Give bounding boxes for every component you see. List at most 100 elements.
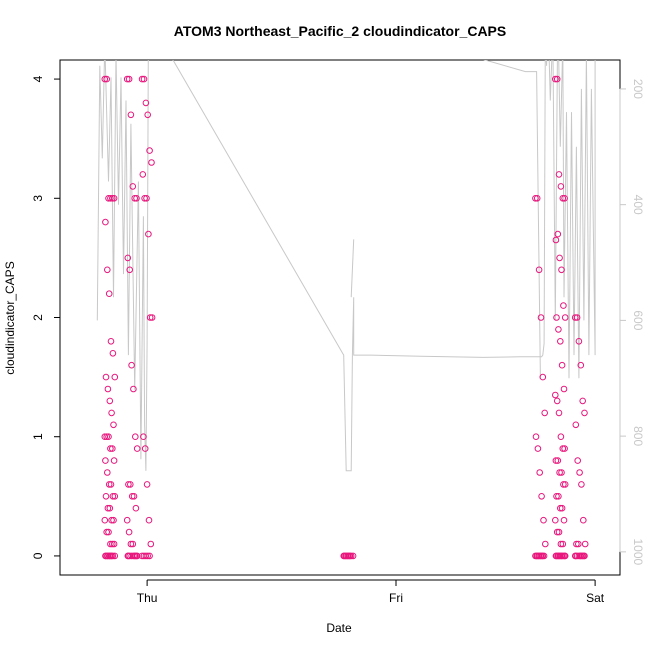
data-point: [110, 540, 118, 548]
data-point: [138, 75, 146, 83]
data-point: [142, 552, 150, 560]
data-point: [342, 552, 350, 560]
data-point: [555, 552, 562, 560]
data-point: [557, 552, 564, 560]
data-point: [575, 338, 583, 345]
data-point: [576, 469, 583, 476]
data-point: [542, 540, 549, 548]
data-point: [535, 552, 543, 560]
data-point: [106, 504, 114, 512]
data-point: [532, 195, 539, 202]
data-point: [108, 409, 115, 417]
data-point: [559, 540, 567, 548]
data-point: [128, 493, 136, 500]
data-point: [553, 75, 561, 83]
data-point: [571, 314, 579, 321]
data-point: [575, 540, 582, 548]
data-point: [532, 433, 540, 441]
data-point: [559, 445, 567, 452]
data-point: [130, 493, 138, 500]
data-point: [557, 433, 565, 441]
data-point: [561, 552, 569, 560]
data-point: [103, 433, 110, 441]
data-point: [145, 230, 152, 238]
x-axis: Thu Fri Sat: [137, 579, 605, 605]
data-point: [556, 254, 563, 262]
data-point: [110, 195, 118, 202]
x-tick-label: Thu: [137, 591, 158, 605]
data-point: [561, 481, 569, 488]
data-point: [557, 504, 564, 512]
y-tick-label: 4: [31, 75, 45, 82]
y-axis-left: 0 1 2 3 4: [31, 75, 61, 559]
series-line-segment-1: [483, 60, 541, 379]
data-point: [102, 493, 110, 500]
data-point: [555, 326, 562, 333]
data-point: [146, 147, 153, 154]
data-point: [132, 504, 140, 512]
data-point: [536, 469, 544, 476]
data-point: [102, 218, 109, 226]
data-point: [123, 516, 131, 524]
data-point: [143, 195, 150, 202]
data-point: [558, 552, 566, 560]
data-point: [552, 391, 559, 399]
data-point: [554, 457, 562, 464]
line-series: [96, 60, 596, 472]
data-point: [537, 552, 545, 560]
x-tick-label: Sat: [586, 591, 605, 605]
chart-title: ATOM3 Northeast_Pacific_2 cloudindicator…: [174, 23, 506, 39]
data-point: [145, 516, 153, 524]
data-point: [556, 469, 563, 476]
data-point: [553, 397, 561, 405]
data-point: [104, 266, 111, 274]
data-point: [581, 409, 588, 417]
data-point: [555, 171, 563, 178]
data-point: [552, 75, 559, 83]
data-point: [577, 361, 585, 369]
data-point: [537, 314, 545, 321]
data-point: [127, 481, 134, 488]
data-point: [129, 540, 137, 548]
data-point: [148, 314, 156, 321]
data-point: [557, 183, 565, 190]
data-point: [104, 552, 112, 560]
data-point: [109, 540, 116, 548]
data-point: [124, 254, 132, 262]
data-point: [552, 457, 560, 464]
data-point: [579, 397, 587, 405]
data-point: [540, 516, 547, 524]
y-tick-label: 2: [31, 314, 45, 321]
data-point: [101, 75, 109, 83]
data-point: [111, 552, 119, 560]
data-point: [146, 552, 153, 560]
data-point: [109, 445, 116, 452]
data-point: [139, 171, 147, 178]
data-point: [557, 338, 564, 345]
data-point: [111, 493, 119, 500]
data-point: [130, 552, 137, 560]
data-point: [104, 385, 112, 393]
series-line-segment-2: [350, 239, 355, 298]
y2-tick-label: 600: [631, 310, 645, 330]
data-point: [102, 373, 110, 381]
y2-tick-label: 400: [631, 195, 645, 215]
data-point: [561, 195, 568, 202]
data-point: [140, 433, 147, 441]
data-point: [111, 373, 119, 381]
data-point: [103, 528, 110, 536]
data-point: [552, 516, 559, 524]
data-point: [534, 445, 542, 452]
data-point: [107, 481, 115, 488]
data-point: [107, 338, 115, 345]
y2-tick-label: 1000: [631, 539, 645, 566]
data-point: [144, 552, 151, 560]
data-point: [108, 552, 115, 560]
data-point: [105, 433, 112, 441]
data-point: [133, 195, 140, 202]
y2-tick-label: 200: [631, 79, 645, 99]
data-point: [102, 457, 109, 464]
data-point: [123, 75, 131, 83]
